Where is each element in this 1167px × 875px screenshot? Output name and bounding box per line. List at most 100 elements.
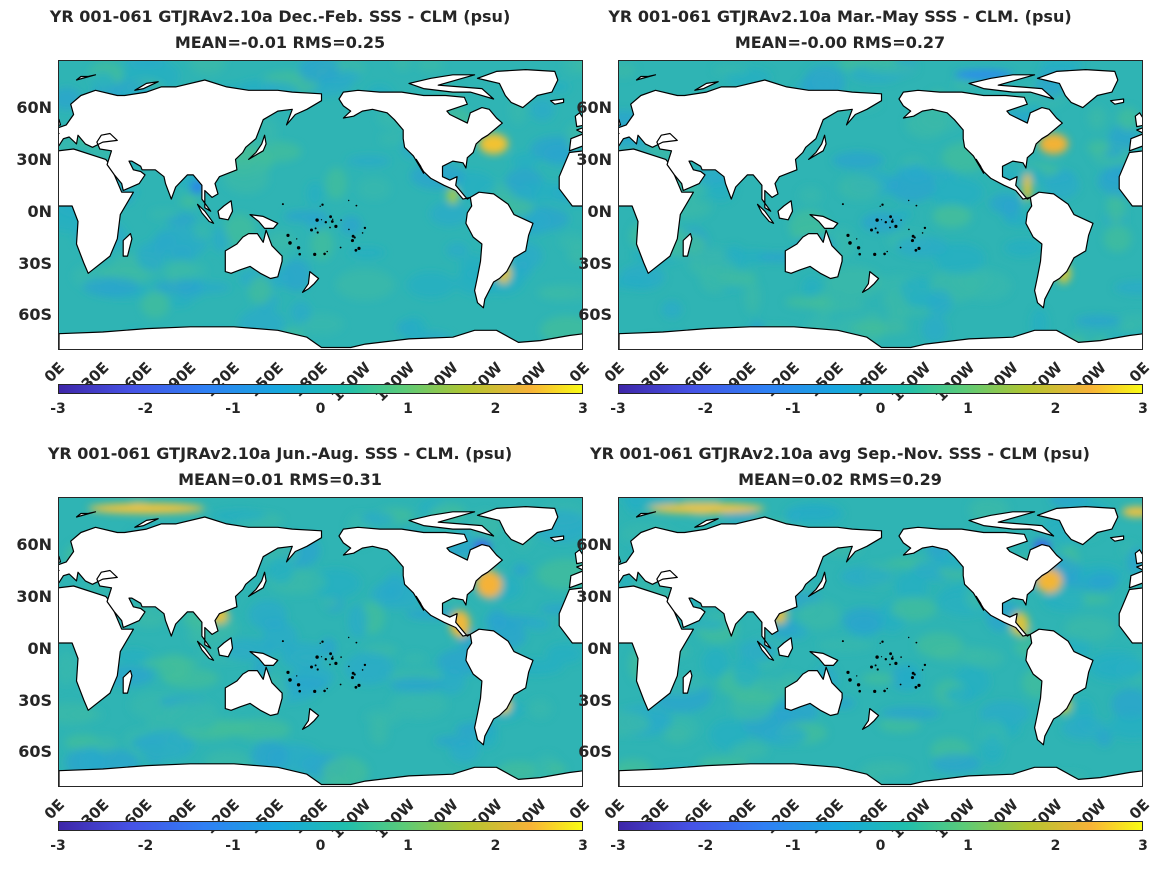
island (334, 661, 338, 665)
island (329, 226, 331, 229)
map-frame (618, 60, 1143, 350)
island (330, 220, 334, 223)
land-australia (224, 666, 283, 717)
land-australia (224, 229, 283, 280)
island (883, 689, 886, 693)
island (874, 664, 877, 667)
island (848, 678, 852, 682)
island (332, 655, 334, 657)
island (348, 636, 350, 639)
island (340, 219, 342, 221)
land-australia (784, 666, 843, 717)
land-uk (59, 118, 62, 126)
land-borneo (777, 200, 794, 221)
island (858, 689, 861, 693)
land-africa-wrap (1118, 587, 1142, 644)
colorbar-tick-label: -2 (697, 401, 714, 417)
colorbar-tick-label: 2 (1050, 838, 1061, 854)
anomaly-patch (479, 133, 509, 155)
lat-tick-label: 60N (16, 535, 52, 555)
island (881, 640, 884, 643)
island (923, 226, 927, 230)
lat-tick-label: 30S (578, 253, 612, 273)
island (314, 227, 317, 230)
lon-tick-label: 150E (804, 358, 848, 401)
island (334, 224, 338, 228)
panel-stats: MEAN=0.02 RMS=0.29 (738, 470, 942, 489)
colorbar-tick-label: -3 (610, 838, 626, 854)
land-eurasia (619, 516, 883, 649)
island (848, 241, 852, 245)
colorbar (58, 821, 583, 831)
colorbar-tick-label: 0 (315, 838, 326, 854)
island (876, 231, 879, 234)
anomaly-patch (1022, 173, 1032, 201)
island (884, 221, 887, 224)
land-svalbard (75, 511, 97, 518)
island (355, 641, 358, 644)
lat-tick-label: 30N (576, 587, 612, 607)
island (880, 219, 883, 221)
lat-tick-label: 30S (18, 690, 52, 710)
land-namerica (338, 89, 503, 200)
lat-tick-label: 0N (27, 201, 52, 221)
land-uk-wrap (1134, 112, 1142, 128)
land-antarctica (59, 763, 582, 786)
land-iceland-wrap (549, 98, 565, 105)
island (339, 683, 342, 686)
land-novaya (134, 81, 159, 91)
island (889, 663, 891, 666)
land-madagascar (682, 233, 693, 257)
land-nz (301, 708, 320, 730)
land-uk (619, 118, 622, 126)
land-namerica (338, 526, 503, 637)
island (353, 673, 356, 676)
island (315, 655, 319, 659)
lon-tick-label: 120E (761, 358, 804, 401)
lon-tick-label: 150E (244, 795, 288, 838)
island (296, 246, 301, 250)
island (899, 683, 902, 686)
lon-tick-label: 0E (601, 795, 629, 823)
land-eurasia (59, 516, 323, 649)
land-eurasia (59, 79, 323, 212)
island (316, 668, 319, 671)
colorbar-tick-label: -1 (225, 838, 241, 854)
island (340, 656, 342, 658)
island (921, 669, 924, 671)
island (883, 252, 886, 256)
panel-title: YR 001-061 GTJRAv2.10a avg Sep.-Nov. SSS… (590, 444, 1090, 463)
sss-anomaly-map (619, 498, 1142, 786)
island (879, 205, 881, 207)
island (890, 220, 894, 223)
island (879, 642, 881, 644)
panel-title: YR 001-061 GTJRAv2.10a Mar.-May SSS - CL… (608, 7, 1072, 26)
colorbar-tick-label: 2 (490, 838, 501, 854)
colorbar-tick-label: 0 (875, 401, 886, 417)
lon-tick-label: 0E (41, 358, 69, 386)
island (339, 246, 342, 249)
island (296, 675, 298, 677)
island (298, 689, 301, 693)
island (361, 232, 364, 234)
land-japan (808, 134, 827, 160)
land-novaya (694, 81, 719, 91)
land-iceland-wrap (1109, 535, 1125, 542)
land-newguinea (809, 214, 839, 229)
land-africa (619, 585, 694, 711)
lon-tick-label: 180E (848, 358, 891, 401)
land-japan (248, 134, 267, 160)
land-novaya (694, 518, 719, 528)
land-nz (861, 708, 880, 730)
land-africa (619, 148, 694, 274)
land-novaya (134, 518, 159, 528)
island (875, 655, 879, 659)
colorbar-tick-label: 1 (963, 838, 973, 854)
colorbar (58, 384, 583, 394)
island (841, 640, 844, 643)
lon-tick-label: 150W (328, 358, 375, 406)
land-sumatra (196, 203, 215, 224)
island (886, 250, 888, 253)
lon-tick-label: 150W (888, 358, 935, 406)
land-arctic_isl1 (968, 511, 1055, 537)
